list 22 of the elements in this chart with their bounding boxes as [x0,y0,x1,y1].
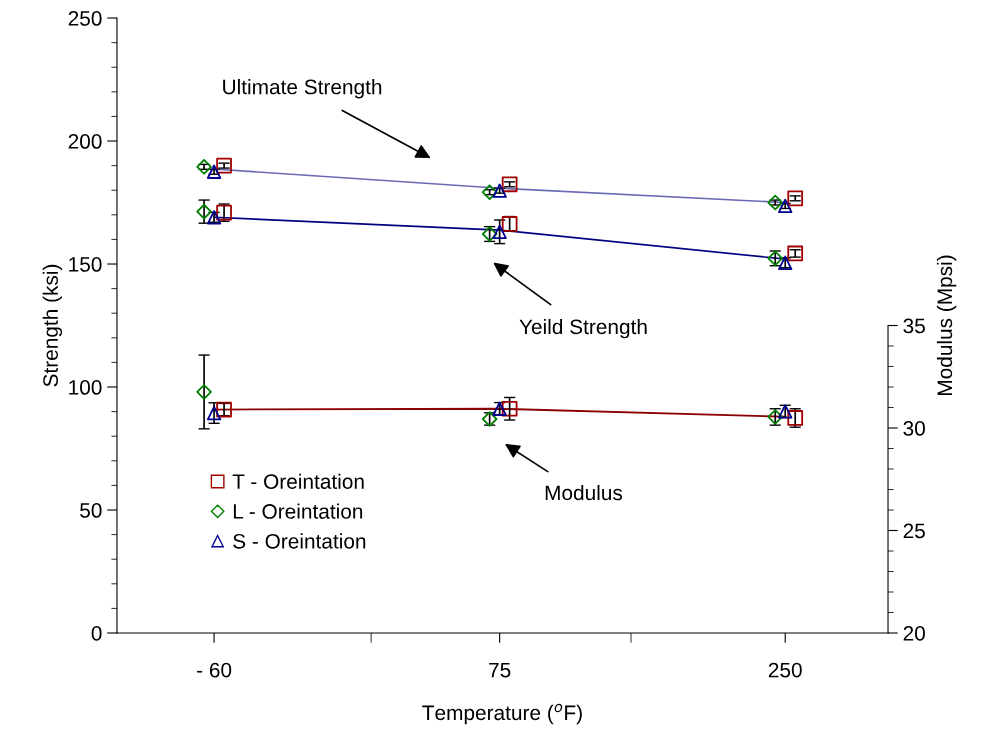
x-tick-label: 75 [489,662,511,678]
y-tick-label: 150 [69,257,102,272]
x-axis-title: Temperature ($^{o}$F) [422,703,582,725]
y-tick-label: 50 [80,503,102,518]
annotation: Yeild Strength [519,318,647,339]
y2-tick-label: 30 [903,421,925,436]
legend-label: L - Oreintation [233,503,363,519]
y-tick-label: 200 [68,134,102,149]
y2-tick-label: 20 [903,626,925,641]
y-tick-label: 0 [91,626,102,641]
legend-label: S - Oreintation [233,533,366,549]
annotation: Ultimate Strength [223,79,382,99]
annotation: Modulus [545,484,623,501]
legend-label: T - Oreintation [232,473,364,489]
y-axis-title: Strength (ksi) [42,264,63,387]
y2-axis-title: Modulus (Mpsi) [936,255,957,395]
y-tick-label: 100 [69,380,102,395]
x-tick-label: 250 [768,662,802,678]
x-tick-label: - 60 [197,662,232,678]
y2-tick-label: 35 [903,318,925,334]
y-tick-label: 250 [68,11,102,26]
y2-tick-label: 25 [903,523,925,539]
